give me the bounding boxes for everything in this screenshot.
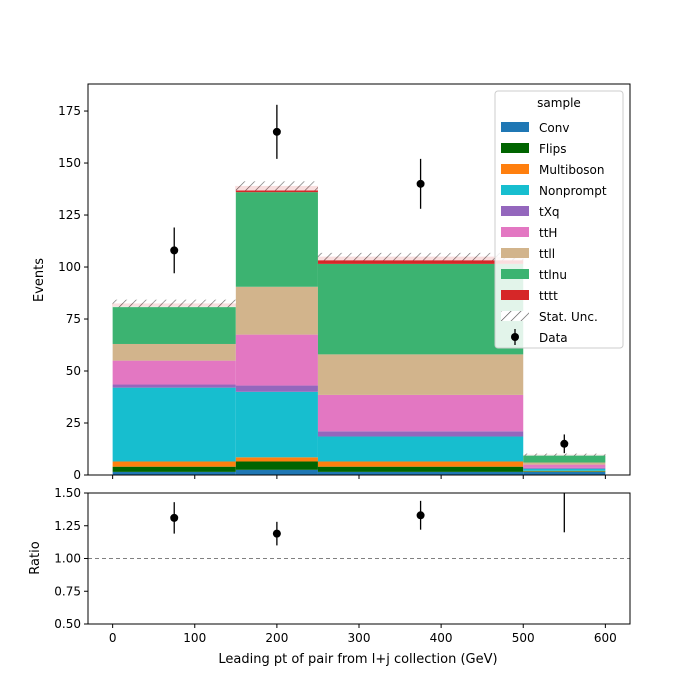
legend-label-tth: ttH (539, 226, 557, 240)
legend-swatch-conv (501, 122, 529, 132)
legend-marker-data (511, 333, 519, 341)
ratio-y-tick-label: 1.25 (54, 519, 81, 533)
main-y-tick-label: 125 (58, 208, 81, 222)
stat-unc-band-bin-2 (317, 252, 524, 261)
bar-flips-bin-0 (112, 466, 236, 472)
ratio-point-2 (416, 511, 425, 520)
bar-flips-bin-2 (317, 466, 524, 472)
x-tick-label: 200 (265, 631, 288, 645)
legend-swatch-ttlnu (501, 269, 529, 279)
legend-label-multiboson: Multiboson (539, 163, 605, 177)
ratio-point-0 (170, 513, 179, 522)
main-y-tick-label: 75 (66, 312, 81, 326)
bar-ttll-bin-1 (235, 286, 318, 335)
stat-unc-band-bin-0 (112, 299, 236, 308)
legend-box (494, 90, 624, 349)
bar-flips-bin-1 (235, 461, 318, 470)
legend-swatch-nonprompt (501, 185, 529, 195)
bar-nonprompt-bin-3 (523, 468, 606, 471)
legend-title: sample (537, 96, 581, 110)
data-point-3 (560, 439, 569, 448)
x-tick-label: 400 (430, 631, 453, 645)
bar-ttlnu-bin-0 (112, 306, 236, 344)
legend-label-txq: tXq (539, 205, 560, 219)
bar-conv-bin-2 (317, 471, 524, 475)
legend-label-conv: Conv (539, 121, 569, 135)
x-tick-label: 0 (109, 631, 117, 645)
legend-label-ttlnu: ttlnu (539, 268, 567, 282)
main-y-tick-label: 175 (58, 104, 81, 118)
bar-txq-bin-2 (317, 431, 524, 437)
stat-unc-band-bin-3 (523, 453, 606, 456)
bar-conv-bin-1 (235, 469, 318, 475)
main-y-axis-label: Events (32, 258, 47, 302)
bar-ttll-bin-0 (112, 343, 236, 361)
main-y-tick-label: 50 (66, 364, 81, 378)
bar-txq-bin-3 (523, 467, 606, 469)
main-y-tick-label: 25 (66, 416, 81, 430)
x-axis-label: Leading pt of pair from l+j collection (… (218, 652, 497, 667)
main-y-tick-label: 0 (73, 468, 81, 482)
ratio-y-tick-label: 0.50 (54, 617, 81, 631)
legend-swatch-stat-unc (501, 311, 529, 321)
bar-nonprompt-bin-2 (317, 436, 524, 462)
legend-swatch-txq (501, 206, 529, 216)
ratio-y-tick-label: 1.50 (54, 486, 81, 500)
data-point-2 (416, 179, 425, 188)
bar-conv-bin-3 (523, 471, 606, 475)
bar-txq-bin-1 (235, 385, 318, 392)
ratio-plot: 0.50 0.75 1.00 1.25 1.50 0 100 200 300 400 500 600 (54, 486, 631, 645)
bar-txq-bin-0 (112, 384, 236, 388)
bar-tth-bin-3 (523, 464, 606, 468)
bar-ttll-bin-2 (317, 354, 524, 395)
bar-tth-bin-0 (112, 360, 236, 385)
legend-label-stat-unc: Stat. Unc. (539, 310, 598, 324)
bar-tth-bin-1 (235, 334, 318, 386)
ratio-y-tick-label: 0.75 (54, 584, 81, 598)
legend-label-nonprompt: Nonprompt (539, 184, 607, 198)
legend: sample Conv Flips Multiboson Nonprompt tXq ttH… (494, 90, 624, 349)
stat-unc-band-bin-1 (235, 181, 318, 191)
legend-swatch-flips (501, 143, 529, 153)
x-tick-label: 300 (348, 631, 371, 645)
legend-swatch-ttll (501, 248, 529, 258)
x-tick-label: 500 (512, 631, 535, 645)
x-tick-label: 600 (594, 631, 617, 645)
main-plot: 0 25 50 75 100 125 150 175 (58, 83, 631, 482)
bar-nonprompt-bin-0 (112, 387, 236, 462)
ratio-axes-frame (87, 492, 631, 625)
legend-label-flips: Flips (539, 142, 566, 156)
legend-swatch-multiboson (501, 164, 529, 174)
legend-label-data: Data (539, 331, 568, 345)
ratio-point-1 (272, 529, 281, 538)
bar-tth-bin-2 (317, 394, 524, 432)
bar-ttll-bin-3 (523, 462, 606, 465)
data-point-1 (272, 127, 281, 136)
main-y-tick-label: 100 (58, 260, 81, 274)
bar-multiboson-bin-0 (112, 461, 236, 467)
legend-swatch-tttt (501, 290, 529, 300)
bar-ttlnu-bin-3 (523, 455, 606, 463)
legend-label-ttll: ttll (539, 247, 555, 261)
x-tick-label: 100 (183, 631, 206, 645)
legend-swatch-tth (501, 227, 529, 237)
main-y-tick-label: 150 (58, 156, 81, 170)
bar-conv-bin-0 (112, 471, 236, 475)
bar-multiboson-bin-2 (317, 461, 524, 467)
bar-nonprompt-bin-1 (235, 391, 318, 458)
bar-flips-bin-3 (523, 471, 606, 472)
bar-ttlnu-bin-2 (317, 263, 524, 355)
data-point-0 (170, 246, 179, 255)
bar-multiboson-bin-1 (235, 457, 318, 462)
ratio-y-tick-label: 1.00 (54, 552, 81, 566)
legend-label-tttt: tttt (539, 289, 558, 303)
ratio-y-axis-label: Ratio (28, 541, 43, 574)
bar-ttlnu-bin-1 (235, 192, 318, 287)
